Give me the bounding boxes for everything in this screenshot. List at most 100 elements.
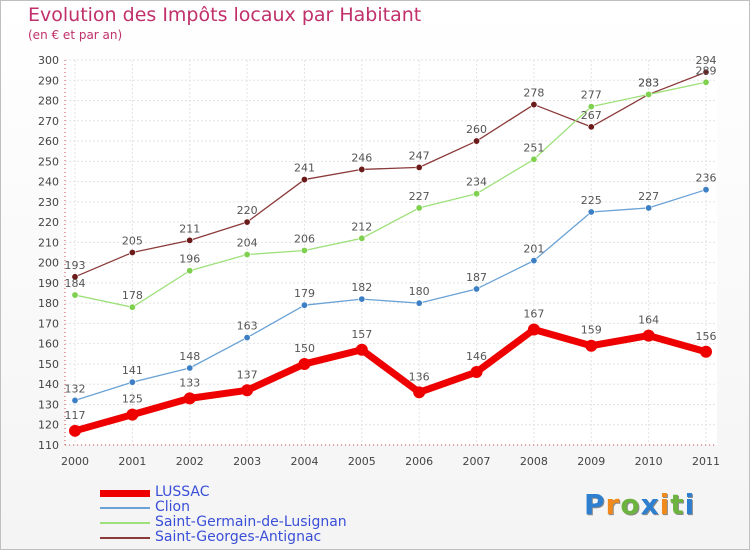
data-label: 193: [65, 259, 86, 272]
data-label: 156: [696, 330, 717, 343]
data-point: [645, 204, 653, 212]
x-tick-label: 2006: [405, 455, 433, 468]
data-point: [473, 137, 481, 145]
data-label: 117: [65, 409, 86, 422]
data-point: [128, 303, 136, 311]
data-label: 132: [65, 382, 86, 395]
data-label: 246: [351, 151, 372, 164]
y-tick-label: 260: [38, 135, 59, 148]
series-line-saint-germain-de-lusignan: [74, 81, 707, 308]
chart-title: Evolution des Impôts locaux par Habitant: [28, 4, 422, 26]
x-tick-label: 2001: [118, 455, 146, 468]
x-tick-label: 2002: [176, 455, 204, 468]
data-point: [71, 273, 79, 281]
data-point: [585, 339, 598, 352]
data-label: 260: [466, 123, 487, 136]
data-point: [241, 384, 254, 397]
data-point: [587, 123, 595, 131]
grid: [65, 59, 717, 446]
data-label: 211: [179, 222, 200, 235]
y-tick-label: 270: [38, 115, 59, 128]
data-label: 289: [696, 64, 717, 77]
data-point: [183, 392, 196, 405]
data-point: [300, 176, 308, 184]
y-tick-label: 220: [38, 216, 59, 229]
data-point: [530, 155, 538, 163]
data-point: [700, 345, 712, 358]
data-label: 180: [409, 285, 430, 298]
data-label: 267: [581, 109, 602, 122]
data-point: [587, 208, 595, 216]
data-label: 157: [351, 328, 372, 341]
data-point: [358, 295, 366, 303]
y-tick-label: 240: [38, 176, 59, 189]
data-point: [69, 424, 81, 437]
data-label: 164: [638, 314, 659, 327]
data-point: [645, 90, 653, 98]
y-tick-label: 280: [38, 95, 59, 108]
data-label: 182: [351, 281, 372, 294]
data-label: 278: [523, 87, 544, 100]
legend-swatch: [100, 537, 150, 539]
data-point: [355, 343, 368, 356]
data-label: 247: [409, 149, 430, 162]
y-tick-label: 110: [38, 439, 59, 452]
y-tick-label: 190: [38, 277, 59, 290]
data-point: [300, 301, 308, 309]
data-label: 220: [237, 204, 258, 217]
data-label: 150: [294, 342, 315, 355]
data-label: 227: [409, 190, 430, 203]
axes: 110 120 130 140 150 160 170 180 190 200 210 220 230 2…: [38, 54, 720, 468]
proxiti-logo: Proxiti: [584, 488, 695, 521]
data-label: 227: [638, 190, 659, 203]
data-point: [128, 378, 136, 386]
data-point: [186, 364, 194, 372]
x-tick-label: 2010: [635, 455, 663, 468]
data-label: 205: [122, 235, 143, 248]
chart-subtitle: (en € et par an): [28, 28, 123, 42]
y-tick-label: 140: [38, 378, 59, 391]
data-label: 196: [179, 253, 200, 266]
data-label: 136: [409, 370, 430, 383]
logo-letter: x: [640, 488, 660, 521]
logo-letter: i: [659, 488, 671, 521]
data-point: [415, 299, 423, 307]
data-label: 283: [638, 76, 659, 89]
logo-letter: i: [684, 488, 696, 521]
y-tick-label: 170: [38, 317, 59, 330]
y-tick-label: 210: [38, 236, 59, 249]
y-tick-label: 180: [38, 297, 59, 310]
data-point: [243, 334, 251, 342]
legend-swatch: [100, 522, 150, 524]
data-label: 125: [122, 393, 143, 406]
data-label: 184: [65, 277, 86, 290]
y-tick-label: 200: [38, 257, 59, 270]
data-point: [470, 366, 483, 379]
y-tick-label: 160: [38, 338, 59, 351]
data-label: 251: [523, 141, 544, 154]
legend-swatch: [100, 507, 150, 509]
data-label: 241: [294, 162, 315, 175]
data-point: [527, 323, 540, 336]
data-label: 225: [581, 194, 602, 207]
y-tick-label: 290: [38, 74, 59, 87]
legend-label: Clion: [155, 499, 190, 515]
series: [69, 68, 712, 437]
data-point: [300, 246, 308, 254]
y-tick-label: 150: [38, 358, 59, 371]
data-label: 204: [237, 237, 258, 250]
data-label: 179: [294, 287, 315, 300]
data-point: [473, 190, 481, 198]
data-label: 212: [351, 220, 372, 233]
data-point: [243, 218, 251, 226]
data-label: 283: [638, 76, 659, 89]
data-labels: 193 205 211 220 241 246 247 260 278 267 283 294 184 1…: [65, 54, 717, 422]
data-label: 163: [237, 320, 258, 333]
data-point: [702, 78, 710, 86]
x-tick-label: 2003: [233, 455, 261, 468]
data-label: 201: [523, 243, 544, 256]
legend-label: Saint-Germain-de-Lusignan: [155, 514, 347, 530]
data-point: [186, 267, 194, 275]
x-tick-label: 2011: [692, 455, 720, 468]
data-point: [702, 186, 710, 194]
